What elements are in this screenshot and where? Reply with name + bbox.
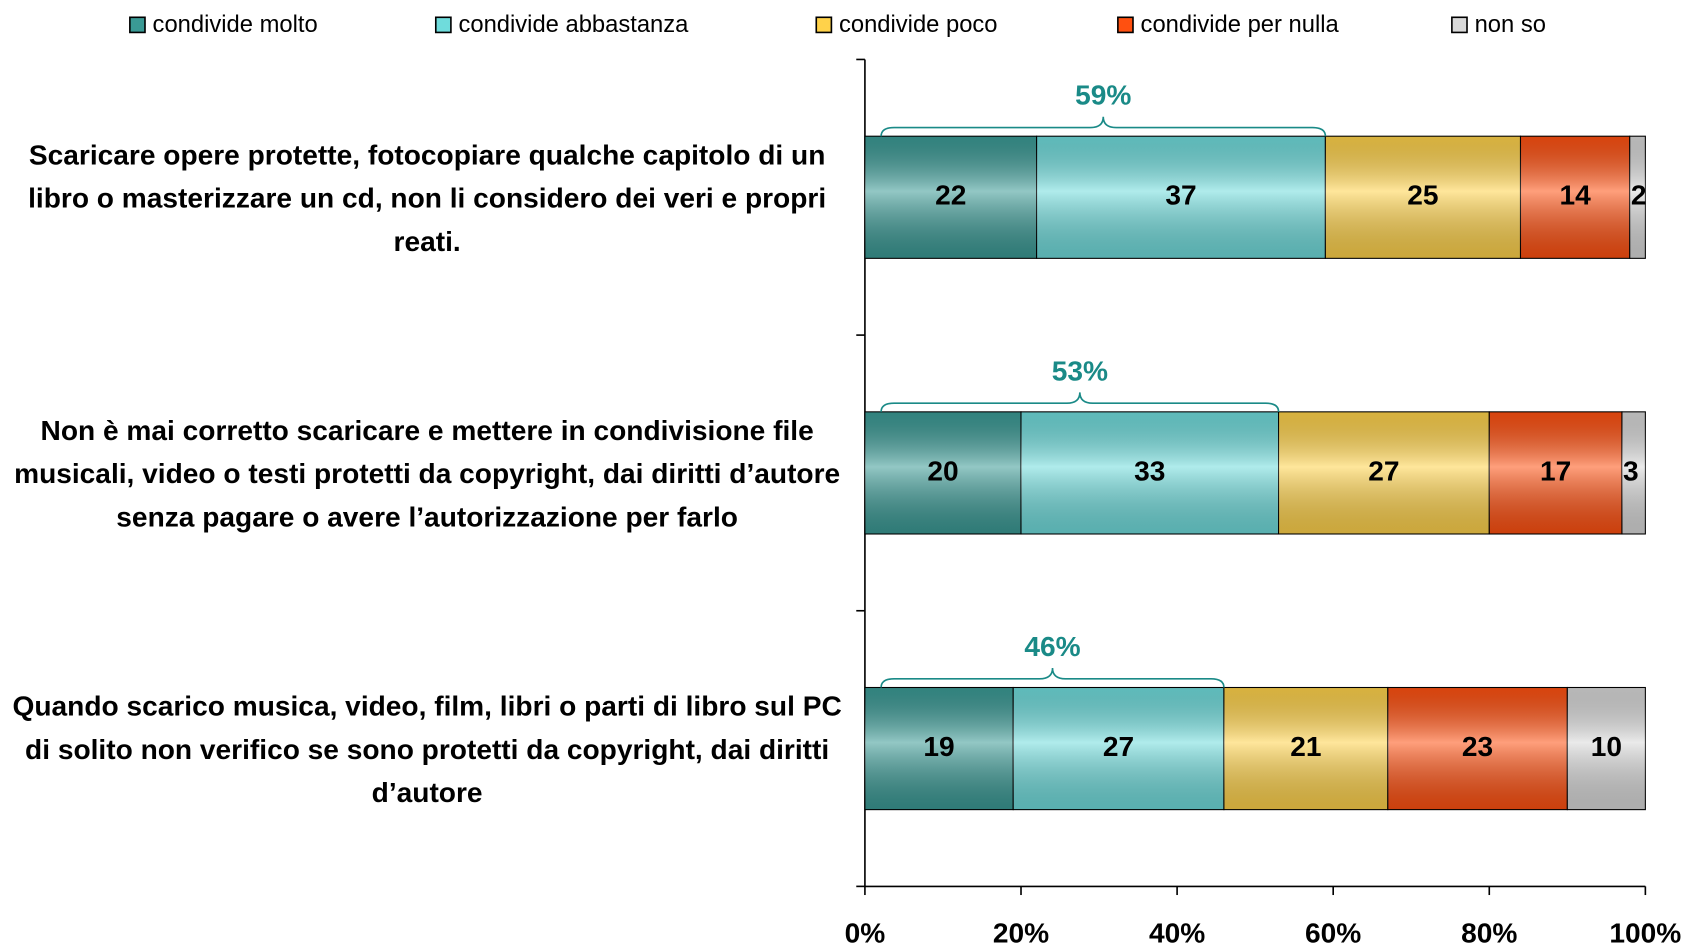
value-label: 3 [1623, 455, 1639, 486]
value-label: 25 [1407, 180, 1438, 211]
value-label: 19 [923, 731, 954, 762]
x-tick-label: 100% [1609, 917, 1681, 948]
value-label: 23 [1462, 731, 1493, 762]
value-label: 22 [935, 180, 966, 211]
legend-label: condivide per nulla [1141, 11, 1340, 38]
annotation-bracket [880, 392, 1280, 412]
category-label-box: Non è mai corretto scaricare e mettere i… [14, 413, 841, 533]
x-tick-label: 0% [845, 917, 886, 948]
legend-swatch [815, 16, 833, 34]
x-tick-label: 40% [1149, 917, 1205, 948]
legend-swatch [1451, 16, 1468, 34]
value-label: 20 [927, 455, 958, 486]
legend-swatch [129, 16, 146, 34]
value-label: 21 [1290, 731, 1321, 762]
legend-swatch [1117, 16, 1134, 34]
value-label: 27 [1103, 731, 1134, 762]
legend-label: non so [1475, 11, 1546, 38]
annotation-label: 46% [1024, 631, 1080, 662]
value-label: 33 [1134, 455, 1165, 486]
value-label: 14 [1560, 180, 1592, 211]
category-label-box: Quando scarico musica, video, film, libr… [12, 689, 842, 809]
annotation-bracket [880, 116, 1327, 137]
annotation-bracket [880, 667, 1225, 688]
y-axis-ticks [856, 58, 865, 888]
value-label: 2 [1631, 180, 1647, 211]
value-label: 27 [1368, 455, 1399, 486]
value-label: 17 [1540, 455, 1571, 486]
x-tick-label: 20% [993, 917, 1049, 948]
annotation-label: 59% [1075, 80, 1131, 111]
category-label-box: Scaricare opere protette, fotocopiare qu… [28, 137, 827, 257]
legend-swatch [434, 16, 452, 34]
category-label: Quando scarico musica, video, film, libr… [12, 689, 842, 809]
x-tick-label: 80% [1461, 917, 1517, 948]
legend-label: condivide molto [153, 11, 318, 38]
legend-label: condivide abbastanza [458, 11, 689, 38]
annotation-label: 53% [1052, 355, 1108, 386]
category-label: Non è mai corretto scaricare e mettere i… [14, 413, 841, 533]
value-label: 37 [1165, 180, 1196, 211]
legend-label: condivide poco [839, 11, 998, 38]
x-tick-label: 60% [1305, 917, 1361, 948]
category-label: Scaricare opere protette, fotocopiare qu… [28, 137, 827, 257]
value-label: 10 [1591, 731, 1622, 762]
